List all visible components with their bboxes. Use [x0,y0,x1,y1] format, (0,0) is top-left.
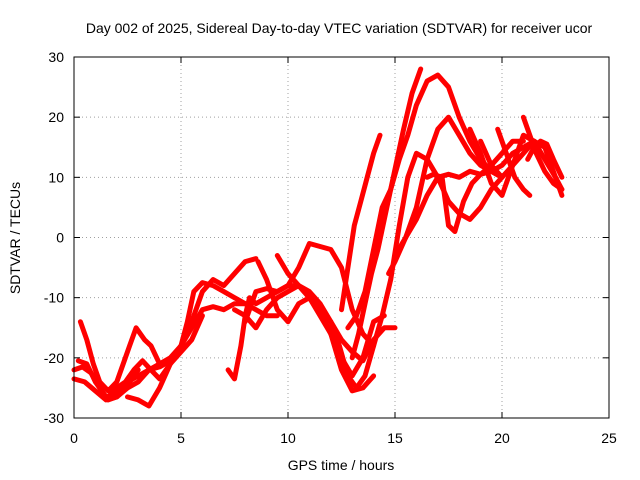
series-line-9 [242,241,377,349]
y-tick-label: -30 [44,410,64,426]
y-tick-label: 0 [56,230,64,246]
x-tick-label: 10 [280,430,296,446]
ticks: 0 5 10 15 20 25 -30 -20 -10 0 10 20 30 [44,49,617,446]
x-tick-label: 25 [601,430,617,446]
chart-title: Day 002 of 2025, Sidereal Day-to-day VTE… [86,20,593,36]
y-tick-label: 10 [48,169,64,185]
x-tick-label: 5 [177,430,185,446]
series-line-11 [274,253,387,379]
series-line-23 [525,138,565,180]
y-tick-label: -10 [44,290,64,306]
series-line-14 [339,132,383,313]
series-line-7 [225,283,334,382]
y-tick-label: 30 [48,49,64,65]
series-line-5 [105,313,205,400]
series-line-13 [345,72,505,331]
x-tick-label: 0 [70,430,78,446]
series-line-17 [392,114,537,258]
x-tick-label: 20 [494,430,510,446]
series-line-12 [328,150,505,391]
series-line-3 [77,319,163,394]
y-tick-label: -20 [44,350,64,366]
y-tick-label: 20 [48,109,64,125]
series-line-15 [349,66,424,361]
series-line-22 [520,114,565,192]
series-line-20 [478,138,565,198]
x-axis-label: GPS time / hours [288,457,395,473]
series-line-4 [75,256,259,400]
x-tick-label: 15 [387,430,403,446]
series-line-21 [495,126,533,198]
series-layer [71,66,565,409]
y-axis-label: SDTVAR / TECUs [7,182,23,294]
